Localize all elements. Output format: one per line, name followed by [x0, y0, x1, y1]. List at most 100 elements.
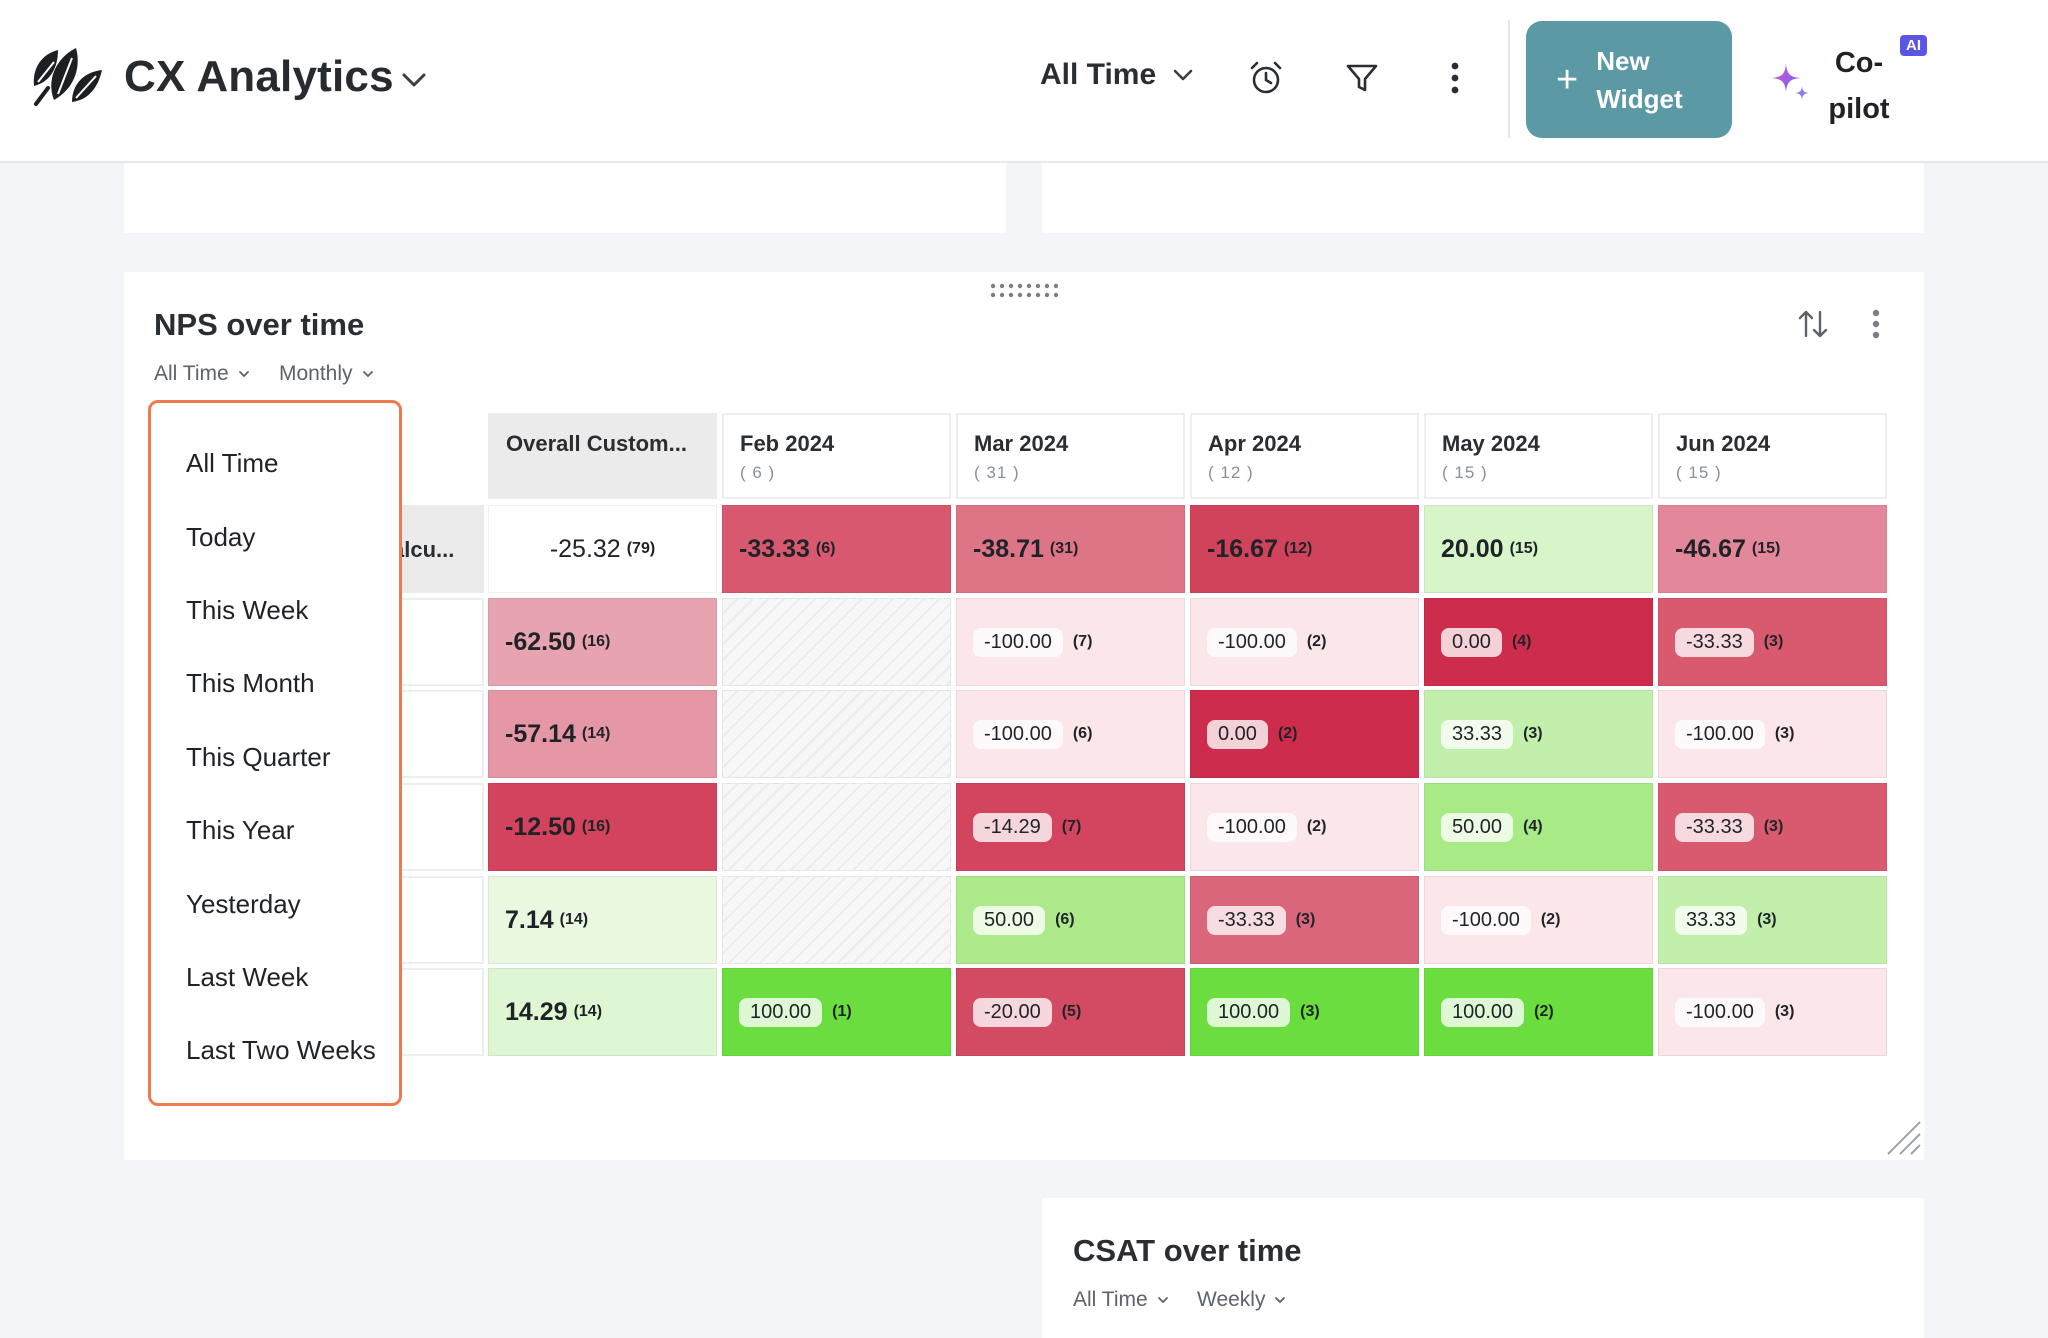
heat-cell[interactable]: 0.00 (4) [1424, 598, 1653, 686]
heat-cell[interactable]: -38.71 (31) [956, 505, 1185, 593]
heat-cell-value: -100.00 [973, 719, 1063, 749]
csat-time-filter[interactable]: All Time [1073, 1288, 1170, 1312]
heat-cell[interactable]: -12.50 (16) [488, 783, 717, 871]
nps-time-filter[interactable]: All Time [154, 362, 251, 386]
global-time-filter[interactable]: All Time [1040, 58, 1196, 92]
heat-cell[interactable]: -62.50 (16) [488, 598, 717, 686]
nps-granularity-filter[interactable]: Monthly [279, 362, 375, 386]
heat-cell[interactable]: 33.33 (3) [1424, 690, 1653, 778]
heat-cell-count: (31) [1049, 540, 1079, 557]
heat-cell[interactable]: -100.00 (2) [1190, 783, 1419, 871]
sort-arrows-icon[interactable] [1795, 306, 1831, 342]
column-header[interactable]: Mar 2024 ( 31 ) [956, 413, 1185, 499]
time-range-option[interactable]: Today [186, 521, 256, 552]
heat-cell[interactable]: -16.67 (12) [1190, 505, 1419, 593]
drag-handle-icon[interactable] [990, 283, 1059, 299]
heat-cell-count: (3) [1295, 911, 1316, 928]
heat-cell[interactable]: 50.00 (4) [1424, 783, 1653, 871]
heat-cell-value: -100.00 [973, 627, 1063, 657]
alarm-clock-icon[interactable] [1246, 58, 1290, 102]
more-vertical-icon[interactable] [1440, 58, 1484, 102]
filter-funnel-icon[interactable] [1342, 58, 1386, 102]
cx-logo-icon[interactable] [28, 42, 104, 112]
widget-card-top-right [1042, 163, 1924, 233]
heat-cell[interactable]: 20.00 (15) [1424, 505, 1653, 593]
new-widget-button[interactable]: + New Widget [1526, 21, 1732, 138]
top-header: CX Analytics All Time + New Widget Co-pi… [0, 0, 2048, 163]
copilot-button[interactable]: Co-pilot [1770, 36, 1890, 126]
heat-cell[interactable]: -25.32 (79) [488, 505, 717, 593]
heat-cell[interactable]: -100.00 (3) [1658, 968, 1887, 1056]
column-header[interactable]: Apr 2024 ( 12 ) [1190, 413, 1419, 499]
heat-cell[interactable]: -100.00 (7) [956, 598, 1185, 686]
heat-cell-value: -33.33 [1675, 627, 1754, 657]
heat-cell[interactable]: -57.14 (14) [488, 690, 717, 778]
time-range-option[interactable]: This Month [186, 668, 315, 699]
csat-granularity-filter[interactable]: Weekly [1197, 1288, 1287, 1312]
resize-handle-icon[interactable] [1884, 1118, 1922, 1156]
column-header[interactable]: Jun 2024 ( 15 ) [1658, 413, 1887, 499]
csat-widget-card [1042, 1198, 1924, 1338]
column-header-label: Mar 2024 [974, 431, 1069, 456]
heat-cell[interactable]: -100.00 (2) [1424, 876, 1653, 964]
csat-widget-title: CSAT over time [1073, 1233, 1302, 1268]
heat-cell[interactable]: -33.33 (6) [722, 505, 951, 593]
copilot-label: Co-pilot [1828, 47, 1890, 125]
heat-cell-count: (15) [1509, 540, 1539, 557]
time-range-option[interactable]: Last Week [186, 961, 309, 992]
heat-cell-value: -100.00 [1207, 627, 1297, 657]
heat-cell[interactable]: -14.29 (7) [956, 783, 1185, 871]
time-range-option[interactable]: This Year [186, 815, 295, 846]
heat-cell-count: (3) [1300, 1003, 1320, 1020]
csat-time-filter-label: All Time [1073, 1288, 1148, 1311]
time-range-option[interactable]: All Time [186, 448, 279, 479]
heat-cell-value: -57.14 [505, 719, 576, 748]
app-title[interactable]: CX Analytics [124, 52, 394, 101]
heat-cell-value: -33.33 [739, 534, 810, 563]
time-range-option[interactable]: Yesterday [186, 888, 301, 919]
heat-cell-value: 100.00 [1441, 997, 1525, 1027]
row-label-cell: alcu... [388, 505, 484, 593]
heat-cell[interactable]: -33.33 (3) [1658, 783, 1887, 871]
heat-cell-value: -100.00 [1207, 812, 1297, 842]
heat-cell[interactable]: 0.00 (2) [1190, 690, 1419, 778]
time-range-option[interactable]: Last Two Weeks [186, 1035, 376, 1066]
time-range-dropdown[interactable]: All Time Today This Week This Month This Qua… [148, 400, 402, 1106]
row-label-cell [388, 598, 484, 686]
heat-cell[interactable]: -100.00 (3) [1658, 690, 1887, 778]
heat-cell-count: (79) [626, 540, 656, 557]
heat-cell-value: 33.33 [1441, 719, 1514, 749]
nps-widget-title: NPS over time [154, 307, 365, 342]
column-header[interactable]: May 2024 ( 15 ) [1424, 413, 1653, 499]
heat-cell[interactable]: 7.14 (14) [488, 876, 717, 964]
column-header-label: Feb 2024 [740, 431, 835, 456]
heat-cell-count: (3) [1523, 725, 1543, 742]
app-switcher-chevron-icon[interactable] [398, 64, 430, 96]
heat-cell[interactable]: 50.00 (6) [956, 876, 1185, 964]
heat-cell-count: (3) [1763, 633, 1784, 650]
heat-cell[interactable]: 33.33 (3) [1658, 876, 1887, 964]
time-range-option[interactable]: This Quarter [186, 741, 331, 772]
heat-cell-value: -38.71 [973, 534, 1044, 563]
heat-cell[interactable]: 14.29 (14) [488, 968, 717, 1056]
column-header[interactable]: Feb 2024 ( 6 ) [722, 413, 951, 499]
row-label-cell [388, 968, 484, 1056]
heat-cell[interactable]: -100.00 (2) [1190, 598, 1419, 686]
heat-cell[interactable]: -100.00 (6) [956, 690, 1185, 778]
column-header[interactable]: Overall Custom... [488, 413, 717, 499]
nps-granularity-label: Monthly [279, 362, 353, 385]
global-time-filter-label: All Time [1040, 58, 1157, 91]
chevron-down-icon [362, 371, 373, 378]
heat-cell[interactable]: 100.00 (1) [722, 968, 951, 1056]
heat-cell[interactable]: -33.33 (3) [1190, 876, 1419, 964]
heat-cell[interactable]: -33.33 (3) [1658, 598, 1887, 686]
heat-cell[interactable]: -20.00 (5) [956, 968, 1185, 1056]
widget-more-vertical-icon[interactable] [1862, 306, 1890, 342]
heat-cell-empty [722, 690, 951, 778]
heat-cell[interactable]: -46.67 (15) [1658, 505, 1887, 593]
time-range-option[interactable]: This Week [186, 594, 309, 625]
heat-cell[interactable]: 100.00 (3) [1190, 968, 1419, 1056]
heat-cell[interactable]: 100.00 (2) [1424, 968, 1653, 1056]
new-widget-label: New Widget [1596, 45, 1683, 114]
heat-cell-count: (14) [573, 1003, 603, 1020]
